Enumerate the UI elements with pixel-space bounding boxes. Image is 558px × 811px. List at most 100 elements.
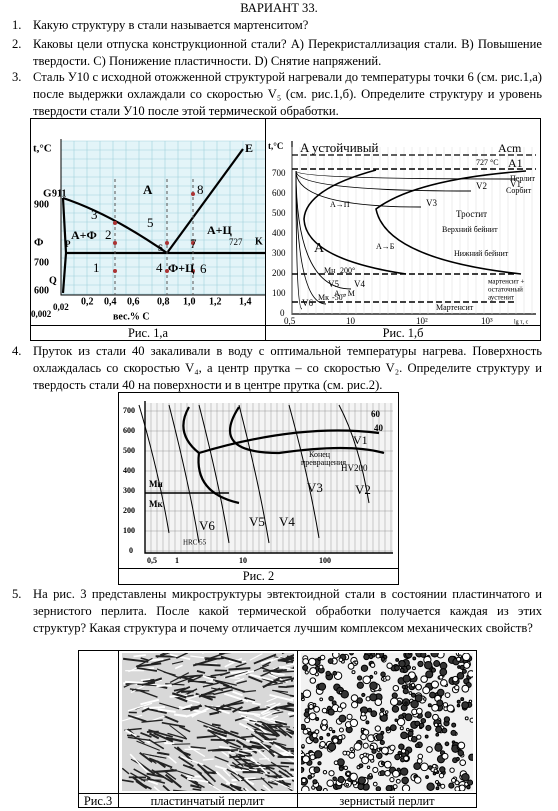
lamella [129,753,149,774]
diagram-label: 100 [272,288,286,298]
lamella [217,726,235,736]
grain [400,748,407,754]
diagram-label: 727 °C [476,158,499,167]
lamella [280,677,294,683]
lamella [222,769,231,777]
grain [349,653,354,656]
grain [328,727,333,732]
lamella [164,773,182,789]
grain [308,704,314,710]
lamella [230,772,240,782]
grain [360,733,367,741]
lamella [245,778,255,786]
grain [301,777,307,784]
diagram-label: 200 [272,268,286,278]
diagram-label: 10² [416,316,428,325]
grain [315,716,320,722]
grain [411,666,416,671]
diagram-label: 8 [197,182,204,197]
grain [375,786,382,791]
diagram-label: 1,2 [209,296,222,307]
cooling-curve [295,170,472,192]
grain [414,743,420,749]
grain [318,664,324,670]
diagram-label: A→Б [376,242,395,251]
grain [313,750,323,759]
diagram-label: 700 [123,406,135,415]
lamella [171,660,184,665]
diagram-label: Мк [318,293,329,302]
grain [407,730,414,737]
divider [265,118,266,341]
grain [410,692,416,698]
lamella [260,788,266,791]
question-text: Сталь У10 с исходной отожженной структур… [33,70,542,118]
grain [342,750,348,756]
diagram-label: 500 [272,208,286,218]
lamella [227,785,237,791]
grain [302,658,310,665]
grain [423,697,427,701]
grain [427,765,433,770]
lamella [275,706,294,712]
lamella [238,711,261,716]
lamella [250,733,264,743]
lamella [260,658,274,665]
grain [375,752,383,760]
grain [369,693,378,702]
question-number: 4. [12,344,22,358]
grain [308,657,317,666]
grain [398,660,406,668]
lamella [229,745,243,751]
diagram-label: 700 [272,168,286,178]
lamella [234,678,245,683]
grain [301,755,310,764]
grain [417,753,424,760]
lamella [290,697,294,700]
grain [347,662,355,670]
lamella [274,720,288,726]
lamella [280,761,294,765]
lamella [153,769,177,773]
lamella [204,657,220,660]
grain [425,775,429,780]
grain [319,736,324,741]
grain [338,766,344,772]
grain [435,725,443,734]
lamella [285,659,294,664]
grain [368,654,374,660]
grain [370,662,376,668]
lamella [211,723,221,727]
grain [365,720,370,725]
grain [321,719,328,726]
caption: пластинчатый перлит [150,794,265,808]
diagram-label: V4 [354,279,365,289]
grain [325,670,331,677]
grain [436,699,444,707]
grain [375,653,381,659]
grain [440,679,448,687]
grain [451,777,457,783]
lamella [136,740,160,751]
grain [441,752,449,760]
lamella [262,716,285,723]
diagram-label: A устойчивый [300,140,379,155]
grain [309,754,316,761]
lamella [290,667,294,670]
grain [458,654,462,659]
cooling-curve [295,170,517,180]
grain [420,653,427,658]
grain [389,744,396,751]
grain [392,769,400,778]
diagram-label: 0,02 [53,302,69,312]
point [113,241,117,245]
diagram-label: 0 [129,546,133,555]
diagram-label: V1 [510,179,521,189]
grain [439,766,446,773]
point [165,241,169,245]
diagram-label: Перлит [510,174,535,183]
grain [361,756,370,765]
grain [313,705,321,713]
lamella [262,677,281,689]
